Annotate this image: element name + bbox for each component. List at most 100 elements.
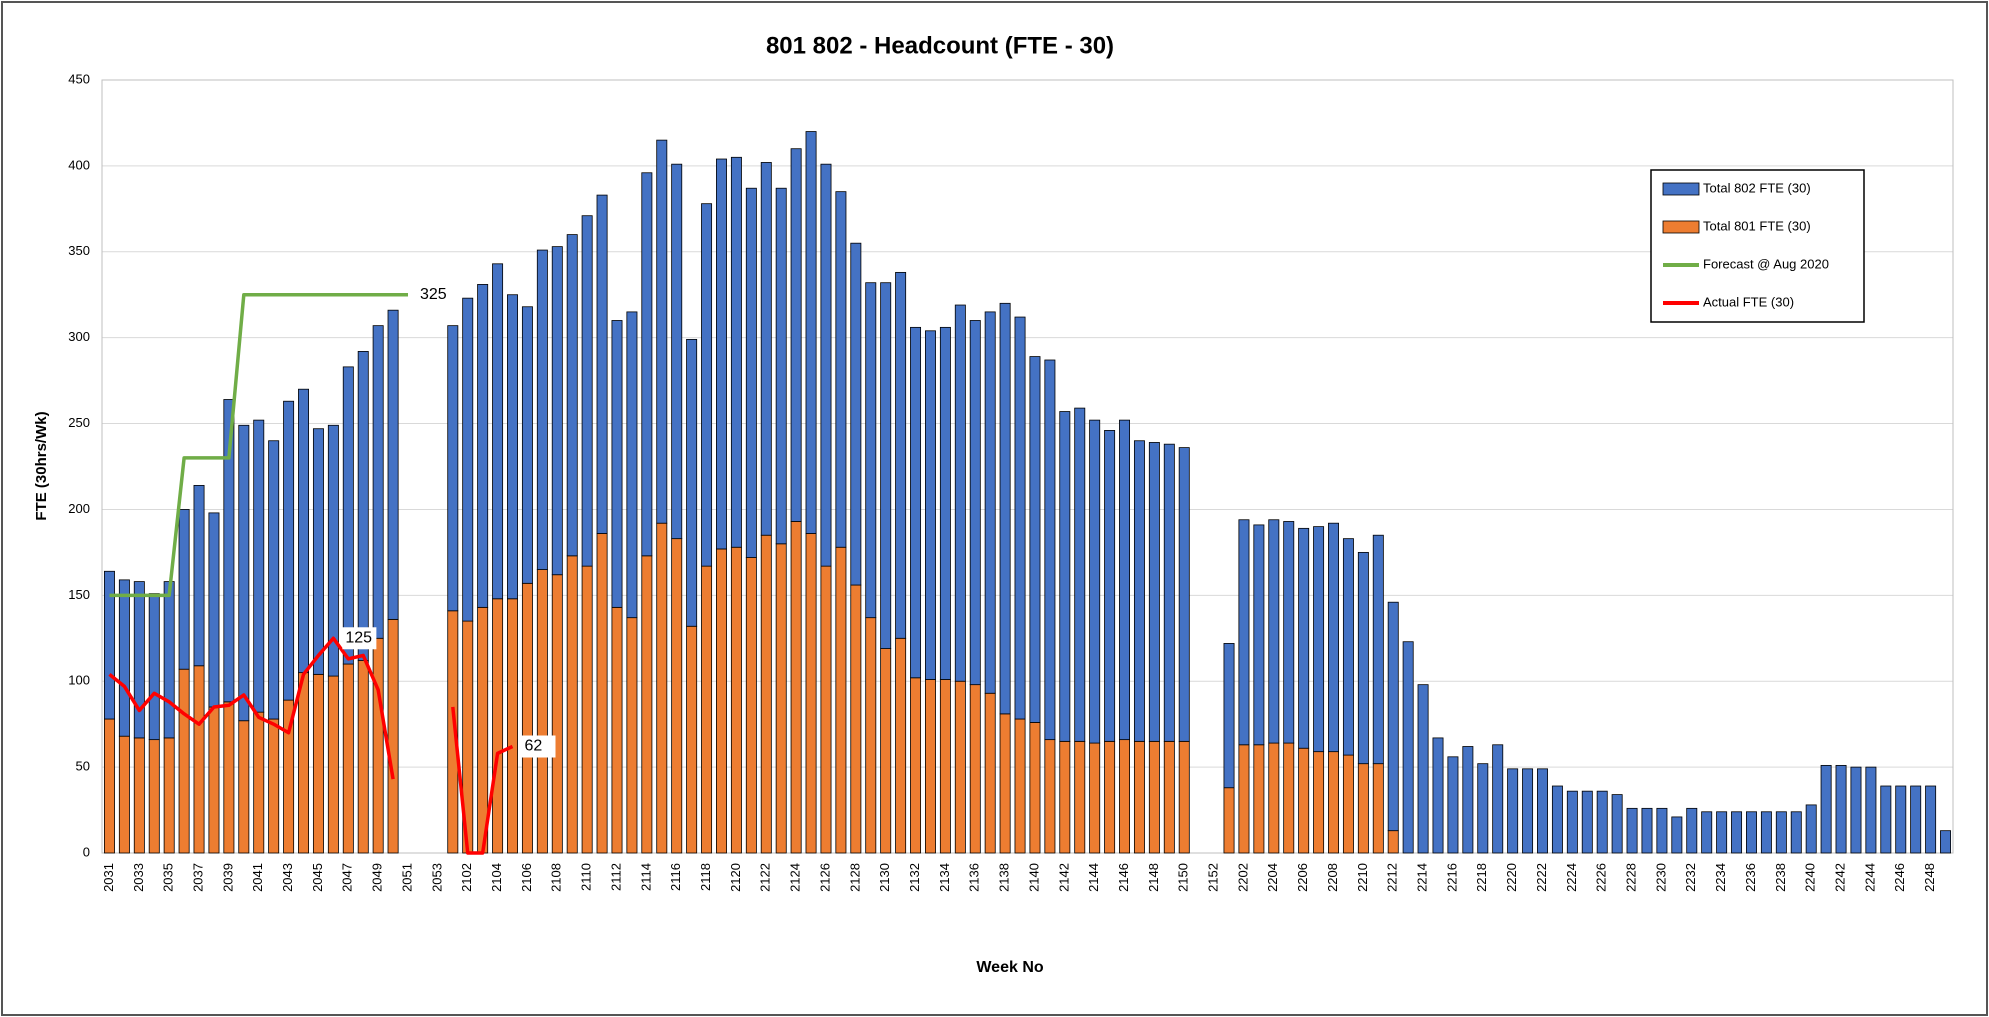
bar — [671, 163, 683, 540]
x-axis-label: Week No — [976, 959, 1044, 976]
x-tick-label: 2152 — [1206, 863, 1221, 892]
bar — [716, 548, 727, 854]
bar — [1462, 746, 1474, 854]
y-tick-label: 350 — [68, 243, 90, 258]
bar — [1551, 785, 1563, 854]
bar — [372, 637, 384, 854]
x-tick-label: 2128 — [847, 863, 862, 892]
x-tick-label: 2039 — [220, 863, 235, 892]
x-tick-label: 2102 — [459, 863, 474, 892]
bar — [1790, 811, 1802, 854]
bar — [536, 249, 548, 570]
bar — [880, 282, 892, 649]
x-tick-label: 2049 — [370, 863, 385, 892]
x-tick-label: 2112 — [608, 863, 623, 891]
bar — [298, 672, 309, 854]
bar — [1119, 419, 1131, 741]
legend-label: Total 801 FTE (30) — [1703, 218, 1811, 233]
x-tick-label: 2202 — [1235, 863, 1250, 892]
bar — [1014, 718, 1026, 854]
x-tick-label: 2122 — [758, 863, 773, 892]
bar — [103, 570, 115, 720]
x-tick-label: 2220 — [1504, 863, 1519, 892]
bar — [1537, 768, 1548, 854]
y-tick-label: 200 — [68, 501, 90, 516]
x-tick-label: 2124 — [788, 863, 803, 892]
x-tick-label: 2228 — [1623, 863, 1638, 892]
y-tick-label: 450 — [68, 71, 90, 86]
bar — [163, 581, 175, 739]
x-tick-label: 2230 — [1653, 863, 1668, 892]
x-tick-label: 2222 — [1534, 863, 1549, 892]
x-tick-label: 2053 — [429, 863, 444, 892]
bar — [193, 665, 205, 854]
bar — [760, 534, 772, 854]
bar — [895, 271, 907, 639]
bar — [1342, 754, 1354, 854]
bar — [641, 172, 653, 557]
bar — [1328, 522, 1339, 753]
x-tick-label: 2118 — [698, 863, 713, 891]
bar — [611, 320, 623, 608]
bar — [790, 148, 802, 522]
x-tick-label: 2047 — [340, 863, 355, 892]
bar — [551, 574, 563, 854]
bar — [342, 366, 354, 665]
bar — [1596, 790, 1608, 854]
bar — [1850, 766, 1862, 854]
line — [451, 706, 514, 855]
bar — [1671, 816, 1683, 854]
x-tick-label: 2146 — [1116, 863, 1131, 892]
bar — [118, 735, 130, 854]
bar — [342, 663, 354, 854]
bar — [775, 187, 787, 545]
bar — [148, 593, 160, 741]
bar — [1940, 830, 1952, 854]
bar — [312, 428, 324, 675]
bar — [477, 606, 489, 854]
y-tick-label: 50 — [76, 759, 90, 774]
bar — [1148, 740, 1160, 854]
bar — [1074, 740, 1086, 854]
x-tick-label: 2242 — [1832, 863, 1847, 892]
bar — [1298, 747, 1310, 854]
x-tick-label: 2031 — [101, 863, 116, 892]
bar — [1492, 744, 1504, 854]
bar — [835, 546, 847, 854]
x-tick-label: 2037 — [190, 863, 205, 892]
bar — [1328, 751, 1339, 854]
x-tick-label: 2212 — [1385, 863, 1400, 892]
bar — [790, 521, 802, 854]
bar — [1089, 742, 1101, 854]
bar — [805, 533, 817, 854]
bar — [268, 440, 280, 720]
y-tick-label: 400 — [68, 157, 90, 172]
bar — [208, 706, 220, 854]
bar — [1805, 804, 1817, 854]
data-label: 325 — [420, 286, 447, 303]
bar — [1357, 763, 1369, 854]
bar — [492, 263, 504, 600]
bar — [1178, 740, 1190, 854]
x-tick-label: 2248 — [1922, 863, 1937, 892]
x-tick-label: 2236 — [1743, 863, 1758, 892]
bar — [1283, 742, 1295, 854]
bar — [133, 581, 145, 739]
bar — [999, 713, 1011, 854]
bar — [1641, 807, 1653, 854]
bar — [865, 282, 877, 619]
bar — [283, 400, 295, 701]
bar — [1522, 768, 1534, 854]
bar — [1895, 785, 1907, 854]
bar — [1104, 740, 1116, 854]
legend-label: Actual FTE (30) — [1703, 294, 1794, 309]
x-tick-label: 2043 — [280, 863, 295, 892]
x-tick-label: 2238 — [1773, 863, 1788, 892]
bar — [1283, 521, 1295, 744]
bar — [1298, 527, 1310, 749]
bar — [671, 538, 683, 854]
bar — [641, 555, 653, 854]
x-tick-label: 2116 — [668, 863, 683, 891]
bar — [686, 338, 698, 627]
bar — [730, 156, 742, 548]
